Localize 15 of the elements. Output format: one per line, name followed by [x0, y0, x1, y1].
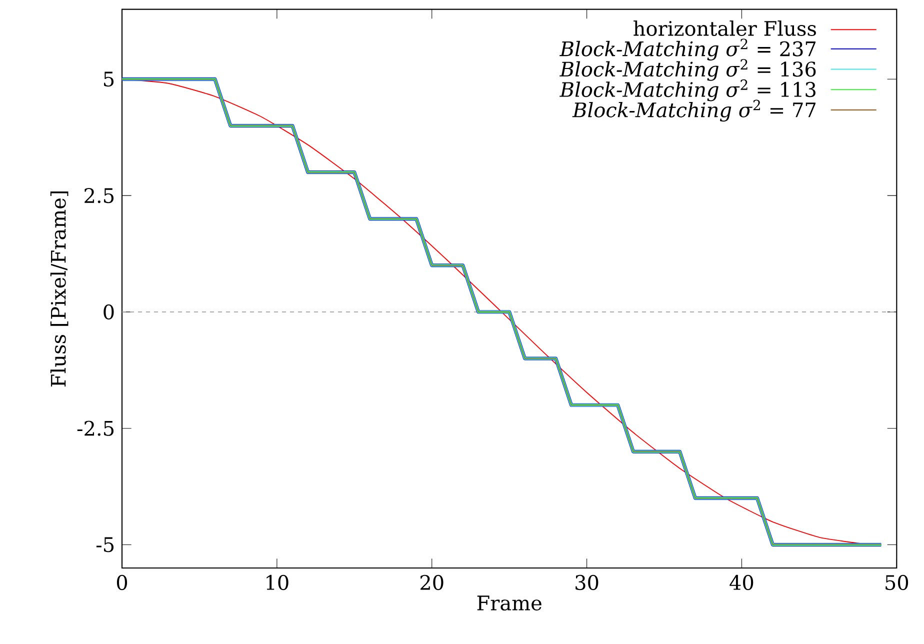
x-axis-title: Frame: [477, 596, 542, 611]
x-tick-label: 30: [576, 574, 598, 590]
y-axis-title: Fluss [Pixel/Frame]: [50, 191, 68, 387]
x-tick-label: 0: [116, 574, 128, 590]
x-tick-label: 20: [420, 574, 444, 590]
x-tick-label: 40: [730, 574, 754, 590]
y-tick-label: -5: [96, 537, 114, 552]
y-tick-label: -2.5: [77, 420, 114, 436]
legend-label: horizontaler Fluss: [634, 20, 816, 36]
y-tick-label: 5: [104, 72, 114, 87]
x-tick-label: 10: [266, 574, 288, 590]
y-tick-label: 0: [104, 304, 114, 320]
x-tick-label: 50: [886, 574, 908, 590]
legend-label: Block-Matching σ$^{2}$ = 237: [560, 38, 816, 60]
y-tick-label: 2.5: [84, 188, 114, 204]
